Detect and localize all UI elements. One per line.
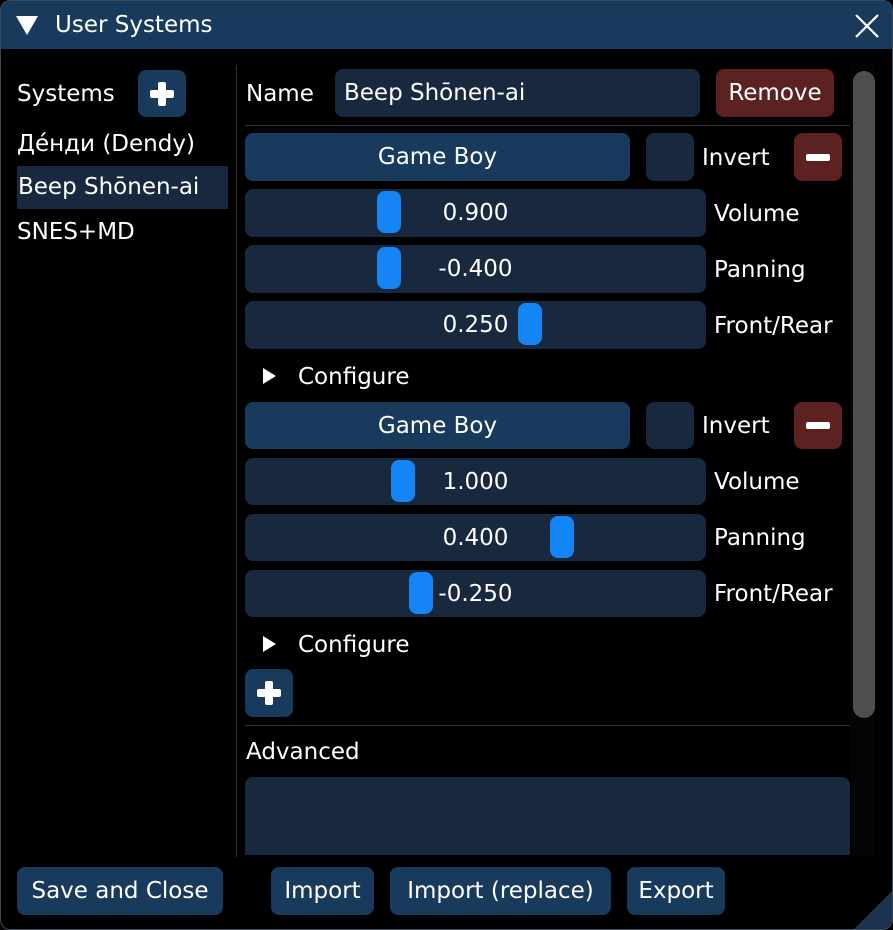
panning-slider[interactable]: -0.400: [245, 245, 706, 293]
minus-icon: [806, 153, 830, 161]
pane-divider[interactable]: [236, 65, 237, 857]
remove-chip-button[interactable]: [794, 133, 842, 181]
slider-grab[interactable]: [391, 460, 415, 502]
plus-icon: [257, 681, 281, 705]
triangle-right-icon: [263, 368, 276, 384]
volume-slider[interactable]: 1.000: [245, 458, 706, 505]
slider-grab[interactable]: [550, 516, 574, 558]
import-replace-button[interactable]: Import (replace): [390, 867, 611, 915]
invert-checkbox[interactable]: [646, 402, 694, 449]
slider-value: -0.250: [438, 580, 513, 607]
minus-icon: [806, 422, 830, 429]
slider-grab[interactable]: [377, 247, 401, 289]
configure-label: Configure: [298, 364, 410, 390]
chip-type-button[interactable]: Game Boy: [245, 402, 630, 449]
configure-tree-node[interactable]: Configure: [245, 357, 645, 397]
export-button[interactable]: Export: [627, 867, 725, 915]
slider-value: 1.000: [442, 468, 509, 495]
slider-grab[interactable]: [518, 303, 542, 345]
panning-label: Panning: [714, 257, 806, 283]
volume-label: Volume: [714, 469, 800, 495]
save-and-close-button[interactable]: Save and Close: [17, 867, 223, 915]
name-input-value: Beep Shōnen-ai: [344, 80, 526, 106]
front-rear-label: Front/Rear: [714, 313, 833, 339]
plus-icon: [150, 81, 174, 106]
close-icon[interactable]: [854, 13, 880, 39]
configure-label: Configure: [298, 632, 410, 658]
panning-slider[interactable]: 0.400: [245, 514, 706, 561]
invert-label: Invert: [702, 413, 770, 439]
chip-type-button[interactable]: Game Boy: [245, 133, 630, 181]
add-system-button[interactable]: [138, 70, 186, 117]
configure-tree-node[interactable]: Configure: [245, 625, 645, 665]
advanced-textarea[interactable]: [245, 777, 850, 867]
triangle-down-icon[interactable]: [16, 16, 38, 35]
scrollbar-thumb[interactable]: [853, 71, 875, 718]
resize-grip[interactable]: [854, 891, 892, 929]
volume-label: Volume: [714, 201, 800, 227]
sidebar-item-label: Beep Shōnen-ai: [18, 174, 200, 200]
sidebar-item-snes-md[interactable]: SNES+MD: [17, 211, 228, 253]
front-rear-slider[interactable]: -0.250: [245, 570, 706, 617]
slider-value: -0.400: [438, 256, 513, 282]
name-label: Name: [246, 81, 314, 107]
title-bar[interactable]: User Systems: [1, 1, 892, 49]
sidebar-item-beep-shonen-ai[interactable]: Beep Shōnen-ai: [17, 166, 228, 209]
slider-value: 0.250: [442, 312, 509, 338]
front-rear-label: Front/Rear: [714, 581, 833, 607]
add-chip-button[interactable]: [245, 669, 293, 717]
name-input[interactable]: Beep Shōnen-ai: [335, 69, 700, 117]
window-title: User Systems: [55, 12, 213, 38]
invert-label: Invert: [702, 145, 770, 171]
slider-grab[interactable]: [409, 572, 433, 614]
sidebar-item-dendy[interactable]: Де́нди (Dendy): [17, 124, 228, 166]
remove-chip-button[interactable]: [794, 402, 842, 449]
volume-slider[interactable]: 0.900: [245, 189, 706, 237]
slider-value: 0.900: [442, 200, 509, 226]
separator: [245, 125, 850, 126]
advanced-label: Advanced: [246, 739, 360, 765]
sidebar-item-label: Де́нди (Dendy): [17, 131, 195, 157]
import-button[interactable]: Import: [271, 867, 374, 915]
sidebar-item-label: SNES+MD: [17, 219, 135, 245]
remove-button[interactable]: Remove: [716, 69, 834, 117]
slider-grab[interactable]: [377, 191, 401, 233]
invert-checkbox[interactable]: [646, 133, 694, 181]
triangle-right-icon: [263, 636, 276, 652]
slider-value: 0.400: [442, 524, 509, 551]
systems-header: Systems: [17, 81, 115, 107]
editor-bottom-mask: [237, 855, 857, 867]
front-rear-slider[interactable]: 0.250: [245, 301, 706, 349]
panning-label: Panning: [714, 525, 806, 551]
separator: [245, 725, 850, 726]
